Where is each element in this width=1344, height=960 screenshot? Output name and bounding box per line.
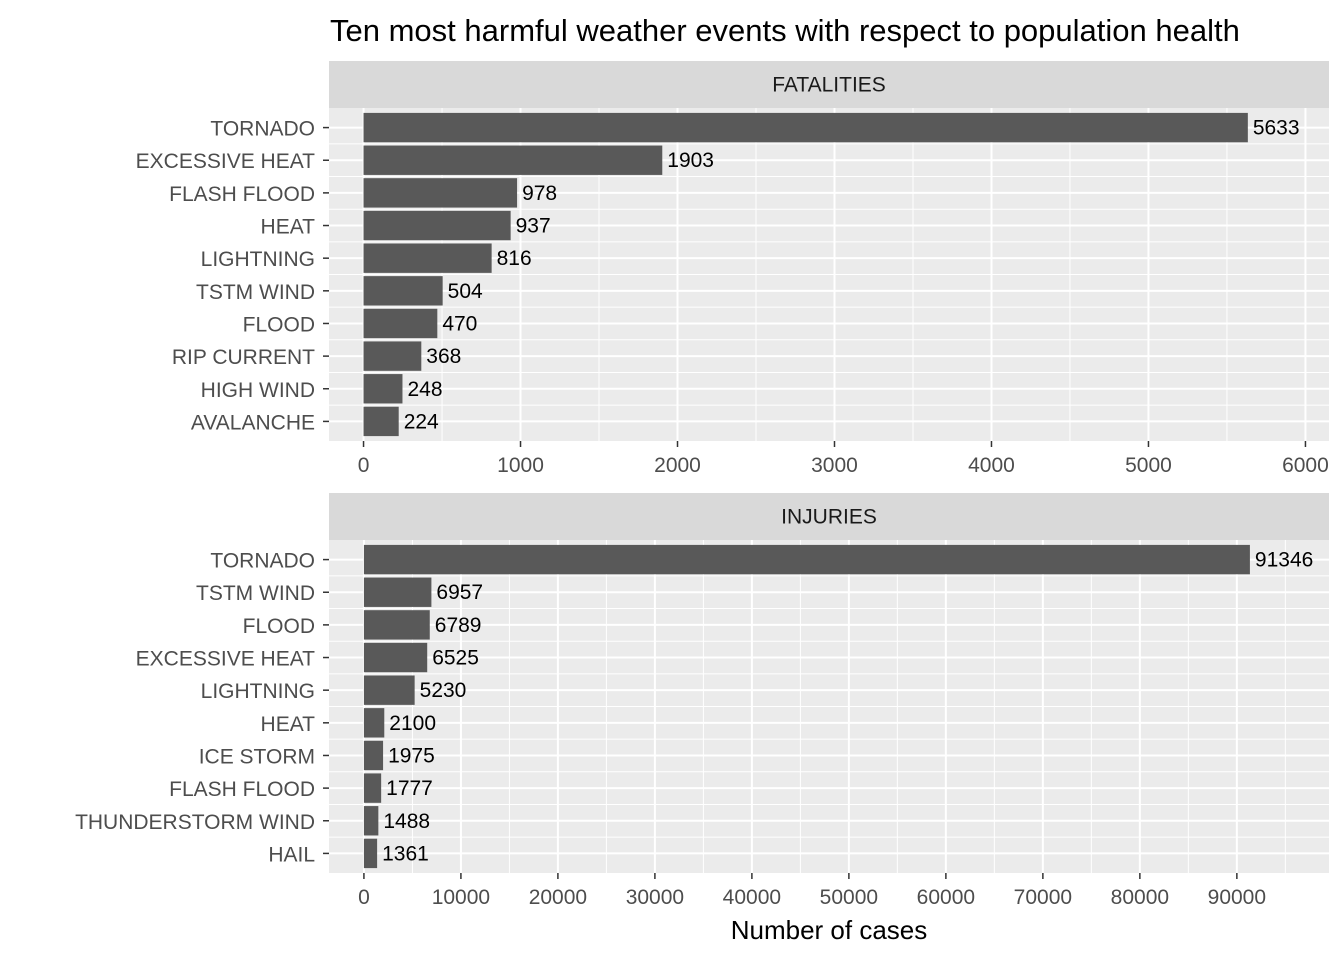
value-label: 6957 <box>436 581 483 604</box>
category-label: THUNDERSTORM WIND <box>75 811 315 834</box>
x-tick-label: 4000 <box>968 454 1015 477</box>
x-tick-label: 40000 <box>723 886 781 909</box>
panel-strip-label: FATALITIES <box>772 74 886 97</box>
x-tick-label: 90000 <box>1208 886 1266 909</box>
value-label: 6525 <box>432 647 479 670</box>
panel-strip <box>329 61 1329 108</box>
value-label: 816 <box>497 247 532 270</box>
value-label: 470 <box>442 312 477 335</box>
category-label: FLOOD <box>243 615 315 638</box>
value-label: 368 <box>426 345 461 368</box>
category-label: LIGHTNING <box>201 680 315 703</box>
value-label: 5230 <box>420 679 467 702</box>
bar <box>363 406 399 437</box>
panel-strip <box>329 493 1329 540</box>
bar <box>363 112 1248 143</box>
panel-injuries: INJURIES 91346 TORNADO 6957 TSTM WIND 6789 FLO… <box>75 493 1329 945</box>
category-label: RIP CURRENT <box>172 346 315 369</box>
x-tick-label: 10000 <box>432 886 490 909</box>
category-label: TSTM WIND <box>196 281 315 304</box>
category-label: TORNADO <box>210 550 315 573</box>
value-label: 5633 <box>1253 117 1300 140</box>
category-label: HEAT <box>261 713 316 736</box>
x-axis-title: Number of cases <box>731 915 928 945</box>
category-label: TSTM WIND <box>196 582 315 605</box>
category-label: HEAT <box>261 216 316 239</box>
x-tick-label: 0 <box>358 886 370 909</box>
bar <box>363 838 378 869</box>
category-label: HIGH WIND <box>201 379 315 402</box>
value-label: 937 <box>516 215 551 238</box>
category-label: EXCESSIVE HEAT <box>136 150 316 173</box>
x-tick-label: 60000 <box>917 886 975 909</box>
category-label: AVALANCHE <box>191 411 315 434</box>
bar <box>363 675 415 705</box>
bar <box>363 210 511 241</box>
value-label: 1488 <box>383 810 430 833</box>
value-label: 978 <box>522 182 557 205</box>
value-label: 2100 <box>389 712 436 735</box>
value-label: 6789 <box>435 614 482 637</box>
x-tick-label: 1000 <box>497 454 544 477</box>
x-tick-label: 2000 <box>654 454 701 477</box>
x-tick-label: 5000 <box>1125 454 1172 477</box>
value-label: 1777 <box>386 777 433 800</box>
x-tick-label: 30000 <box>626 886 684 909</box>
bar <box>363 145 663 175</box>
chart-panels: FATALITIES 5633 TORNADO 1903 EXCESSIVE HEAT 9… <box>75 61 1329 945</box>
category-label: HAIL <box>268 843 315 866</box>
x-tick-label: 6000 <box>1282 454 1329 477</box>
bar <box>363 341 422 371</box>
category-label: FLASH FLOOD <box>169 778 315 801</box>
category-label: FLOOD <box>243 313 315 336</box>
value-label: 1903 <box>667 149 714 172</box>
bar <box>363 276 443 306</box>
bar <box>363 577 432 607</box>
value-label: 1975 <box>388 744 435 767</box>
bar <box>363 308 438 339</box>
bar <box>363 806 379 836</box>
x-tick-label: 50000 <box>820 886 878 909</box>
bar <box>363 178 518 208</box>
bar <box>363 642 428 673</box>
bar <box>363 708 385 738</box>
x-tick-label: 3000 <box>811 454 858 477</box>
bar <box>363 374 403 404</box>
panel-strip-label: INJURIES <box>781 506 877 529</box>
category-label: LIGHTNING <box>201 248 315 271</box>
category-label: TORNADO <box>210 118 315 141</box>
category-label: EXCESSIVE HEAT <box>136 648 316 671</box>
value-label: 1361 <box>382 842 429 865</box>
chart-title: Ten most harmful weather events with res… <box>330 13 1240 48</box>
x-tick-label: 70000 <box>1014 886 1072 909</box>
x-tick-label: 20000 <box>529 886 587 909</box>
bar <box>363 243 492 273</box>
bar <box>363 610 430 640</box>
value-label: 248 <box>407 378 442 401</box>
bar <box>363 773 382 803</box>
x-tick-label: 0 <box>358 454 370 477</box>
category-label: ICE STORM <box>199 745 315 768</box>
bar <box>363 740 384 771</box>
value-label: 91346 <box>1255 549 1313 572</box>
x-tick-label: 80000 <box>1111 886 1169 909</box>
category-label: FLASH FLOOD <box>169 183 315 206</box>
value-label: 504 <box>448 280 483 303</box>
panel-fatalities: FATALITIES 5633 TORNADO 1903 EXCESSIVE HEAT 9… <box>136 61 1329 477</box>
value-label: 224 <box>404 410 439 433</box>
bar <box>363 544 1250 575</box>
